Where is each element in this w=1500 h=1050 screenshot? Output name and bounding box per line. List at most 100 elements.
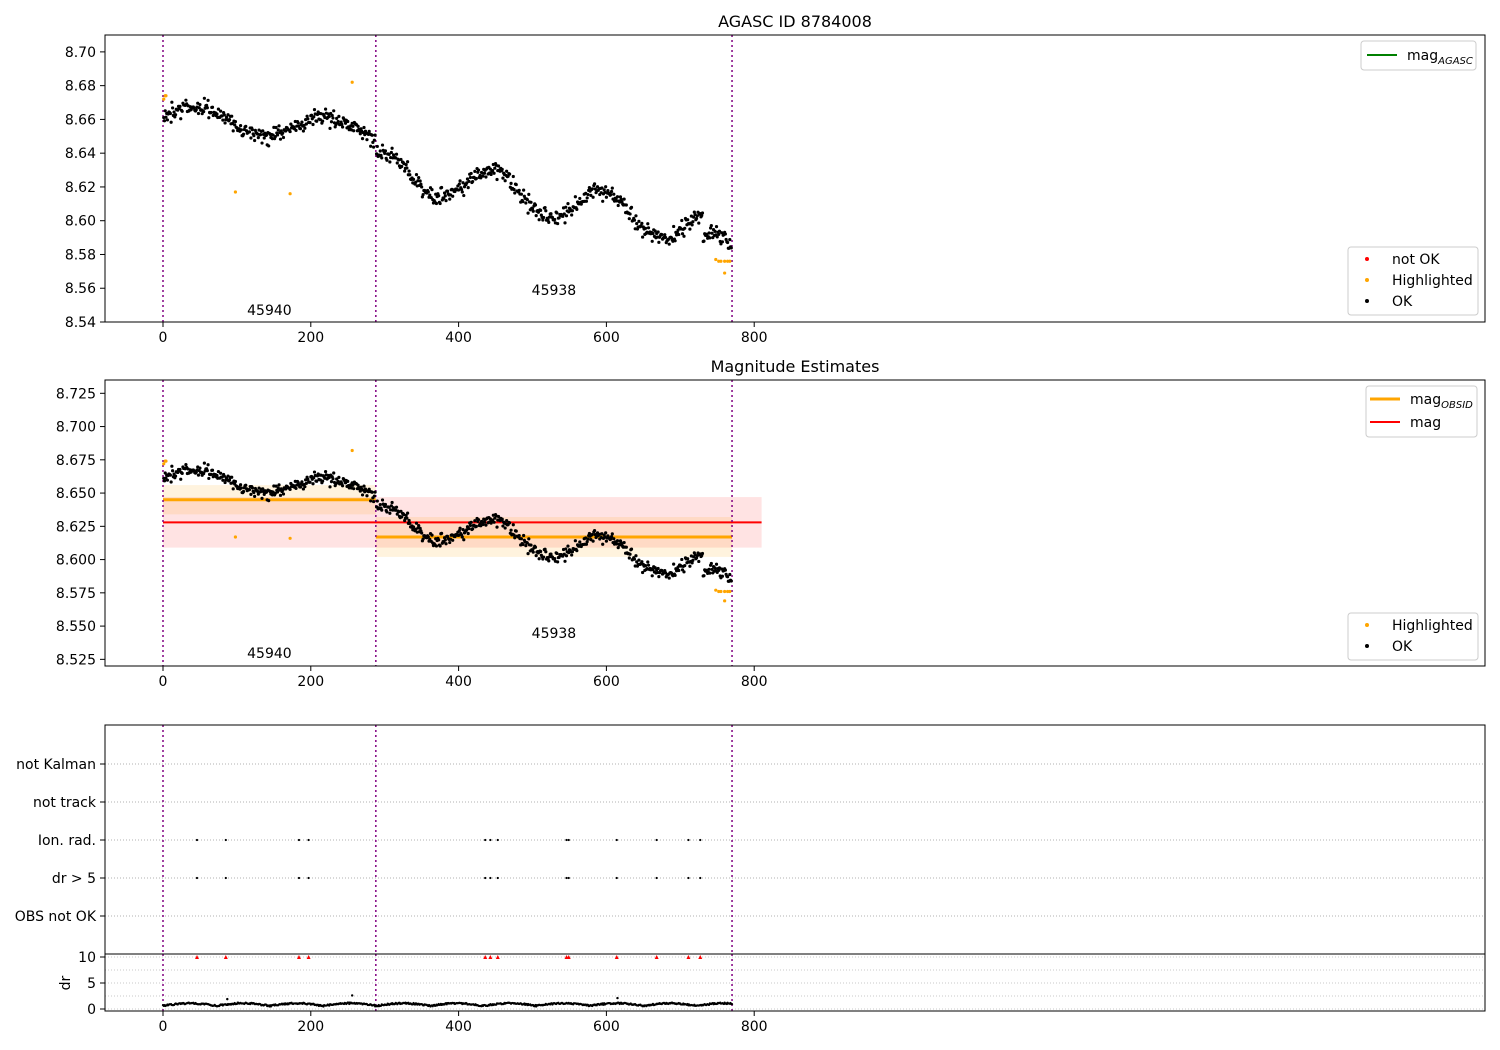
data-point: [247, 488, 252, 492]
y-tick-label: 8.625: [56, 519, 96, 535]
data-point: [222, 113, 226, 117]
data-point: [184, 98, 188, 102]
legend-ok-label: OK: [1392, 294, 1413, 310]
data-point: [445, 189, 450, 193]
data-point: [434, 201, 439, 206]
data-point: [691, 220, 695, 224]
data-point: [697, 559, 701, 564]
data-point: [252, 490, 256, 495]
data-point: [388, 160, 392, 164]
data-point: [700, 551, 705, 556]
flag-point: [297, 876, 301, 880]
data-point: [667, 576, 671, 580]
data-point: [458, 526, 462, 530]
data-point: [394, 152, 399, 156]
data-point: [231, 487, 235, 491]
data-point: [294, 128, 298, 132]
data-point: [275, 133, 280, 137]
data-point: [346, 479, 350, 483]
magnitude-panel-title: Magnitude Estimates: [711, 357, 880, 376]
data-point: [534, 553, 538, 558]
y-tick-label: 8.575: [56, 586, 96, 602]
dr-clipped-marker: [306, 955, 311, 959]
data-point: [323, 107, 328, 111]
data-point: [473, 519, 477, 523]
data-point: [329, 120, 334, 124]
data-point: [683, 563, 687, 568]
data-point: [601, 542, 605, 546]
data-point: [197, 106, 201, 110]
data-point: [244, 124, 248, 128]
data-point: [387, 152, 391, 156]
data-point: [717, 589, 721, 594]
data-point: [660, 568, 664, 573]
legend-not-ok-marker: [1365, 257, 1369, 261]
data-point: [707, 567, 711, 571]
flag-point: [699, 876, 702, 880]
data-point: [653, 229, 657, 233]
data-point: [680, 557, 684, 562]
data-point: [481, 174, 485, 178]
data-point: [460, 190, 464, 194]
data-point: [500, 517, 504, 521]
data-point: [457, 182, 461, 186]
flag-point: [307, 838, 310, 842]
data-point: [714, 225, 719, 229]
data-point: [277, 483, 281, 487]
data-point: [640, 221, 644, 226]
data-point: [702, 574, 706, 578]
data-point: [501, 176, 505, 180]
obsid-label: 45940: [247, 303, 292, 319]
data-point: [403, 169, 407, 173]
y-tick-label: 8.525: [56, 652, 96, 668]
data-point: [643, 226, 648, 230]
data-point: [312, 115, 316, 119]
dr-point: [350, 994, 354, 997]
data-point: [337, 475, 341, 479]
data-point: [723, 599, 727, 603]
data-point: [537, 557, 541, 561]
data-point: [260, 141, 264, 145]
data-point: [677, 568, 681, 573]
data-point: [650, 239, 654, 243]
data-point: [563, 221, 567, 225]
data-point: [430, 533, 434, 537]
data-point: [524, 201, 528, 205]
data-point: [288, 192, 292, 196]
data-point: [206, 98, 210, 102]
data-point: [521, 200, 525, 204]
x-tick-label: 400: [445, 674, 472, 690]
data-point: [634, 214, 638, 218]
flag-label: OBS not OK: [15, 909, 97, 925]
data-point: [604, 185, 608, 189]
data-point: [440, 185, 444, 190]
flag-point: [224, 838, 227, 842]
dr-clipped-marker: [488, 955, 493, 959]
x-tick-label: 600: [593, 674, 620, 690]
data-point: [573, 539, 577, 543]
data-point: [421, 192, 425, 197]
data-point: [276, 128, 280, 132]
data-point: [461, 181, 465, 185]
data-point: [725, 259, 730, 263]
data-point: [651, 568, 655, 572]
data-point: [303, 126, 307, 130]
data-point: [241, 132, 246, 136]
data-point: [380, 156, 384, 160]
data-point: [404, 163, 408, 167]
data-point: [323, 470, 328, 474]
legend-box: [1347, 612, 1479, 661]
data-point: [222, 474, 226, 478]
data-point: [600, 186, 604, 190]
x-tick-label: 400: [445, 1019, 472, 1035]
data-point: [604, 531, 608, 535]
data-point: [692, 210, 696, 214]
data-point: [529, 543, 533, 547]
data-point: [604, 539, 609, 543]
data-point: [221, 478, 225, 482]
agasc-line-legend: magAGASC: [1360, 40, 1477, 71]
data-point: [267, 144, 271, 148]
dr-clipped-marker: [495, 955, 500, 959]
flag-point: [565, 876, 568, 880]
